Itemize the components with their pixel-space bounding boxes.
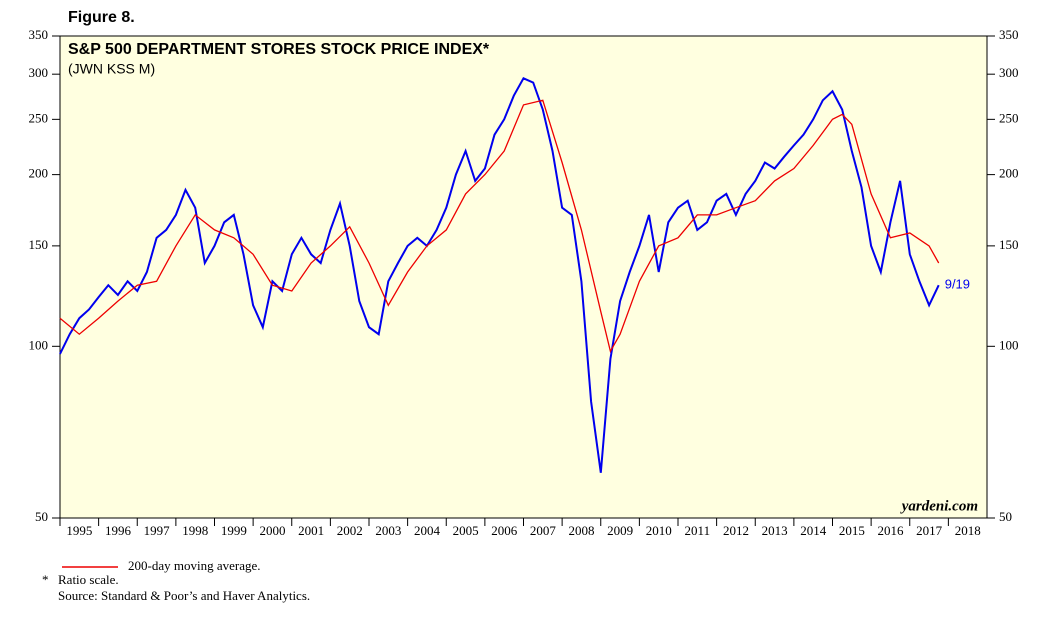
chart-title: S&P 500 DEPARTMENT STORES STOCK PRICE IN…: [68, 41, 490, 58]
y-tick-label: 150: [999, 237, 1019, 252]
source: Source: Standard & Poor’s and Haver Anal…: [58, 588, 310, 603]
x-tick-label: 2003: [375, 523, 401, 538]
y-tick-label: 300: [999, 65, 1019, 80]
series-line: [59, 99, 940, 354]
y-tick-label: 250: [999, 110, 1019, 125]
footnote-mark: *: [42, 572, 49, 587]
watermark: yardeni.com: [900, 498, 978, 514]
plot-area: [59, 35, 988, 519]
y-tick-label: 200: [999, 166, 1019, 181]
footnote: Ratio scale.: [58, 572, 119, 587]
y-tick-label: 350: [29, 27, 49, 42]
x-tick-label: 2011: [685, 523, 711, 538]
x-tick-label: 2016: [877, 523, 904, 538]
x-tick-label: 2015: [839, 523, 865, 538]
legend-label: 200-day moving average.: [128, 558, 260, 573]
y-tick-label: 150: [29, 237, 49, 252]
y-tick-label: 50: [999, 509, 1012, 524]
x-tick-label: 2007: [530, 523, 557, 538]
x-tick-label: 2018: [955, 523, 981, 538]
y-tick-label: 200: [29, 166, 49, 181]
chart-subtitle: (JWN KSS M): [68, 61, 155, 77]
x-tick-label: 1997: [144, 523, 171, 538]
y-tick-label: 50: [35, 509, 48, 524]
x-tick-label: 1998: [182, 523, 208, 538]
x-tick-label: 2002: [337, 523, 363, 538]
x-tick-label: 2010: [646, 523, 672, 538]
x-tick-label: 2001: [298, 523, 324, 538]
x-tick-label: 2004: [414, 523, 441, 538]
y-tick-label: 300: [29, 65, 49, 80]
x-tick-label: 2005: [453, 523, 479, 538]
x-tick-label: 2013: [762, 523, 788, 538]
figure-label: Figure 8.: [68, 9, 135, 26]
x-tick-label: 2000: [259, 523, 285, 538]
x-tick-label: 2008: [568, 523, 594, 538]
y-tick-label: 250: [29, 110, 49, 125]
x-tick-label: 1995: [66, 523, 92, 538]
y-tick-label: 100: [999, 337, 1019, 352]
end-label: 9/19: [945, 277, 970, 292]
x-tick-label: 1996: [105, 523, 132, 538]
series-line: [59, 77, 940, 473]
x-tick-label: 1999: [221, 523, 247, 538]
x-tick-label: 2009: [607, 523, 633, 538]
y-tick-label: 350: [999, 27, 1019, 42]
x-tick-label: 2006: [491, 523, 518, 538]
x-tick-label: 2012: [723, 523, 749, 538]
y-tick-label: 100: [29, 337, 49, 352]
x-tick-label: 2014: [800, 523, 827, 538]
x-tick-label: 2017: [916, 523, 943, 538]
